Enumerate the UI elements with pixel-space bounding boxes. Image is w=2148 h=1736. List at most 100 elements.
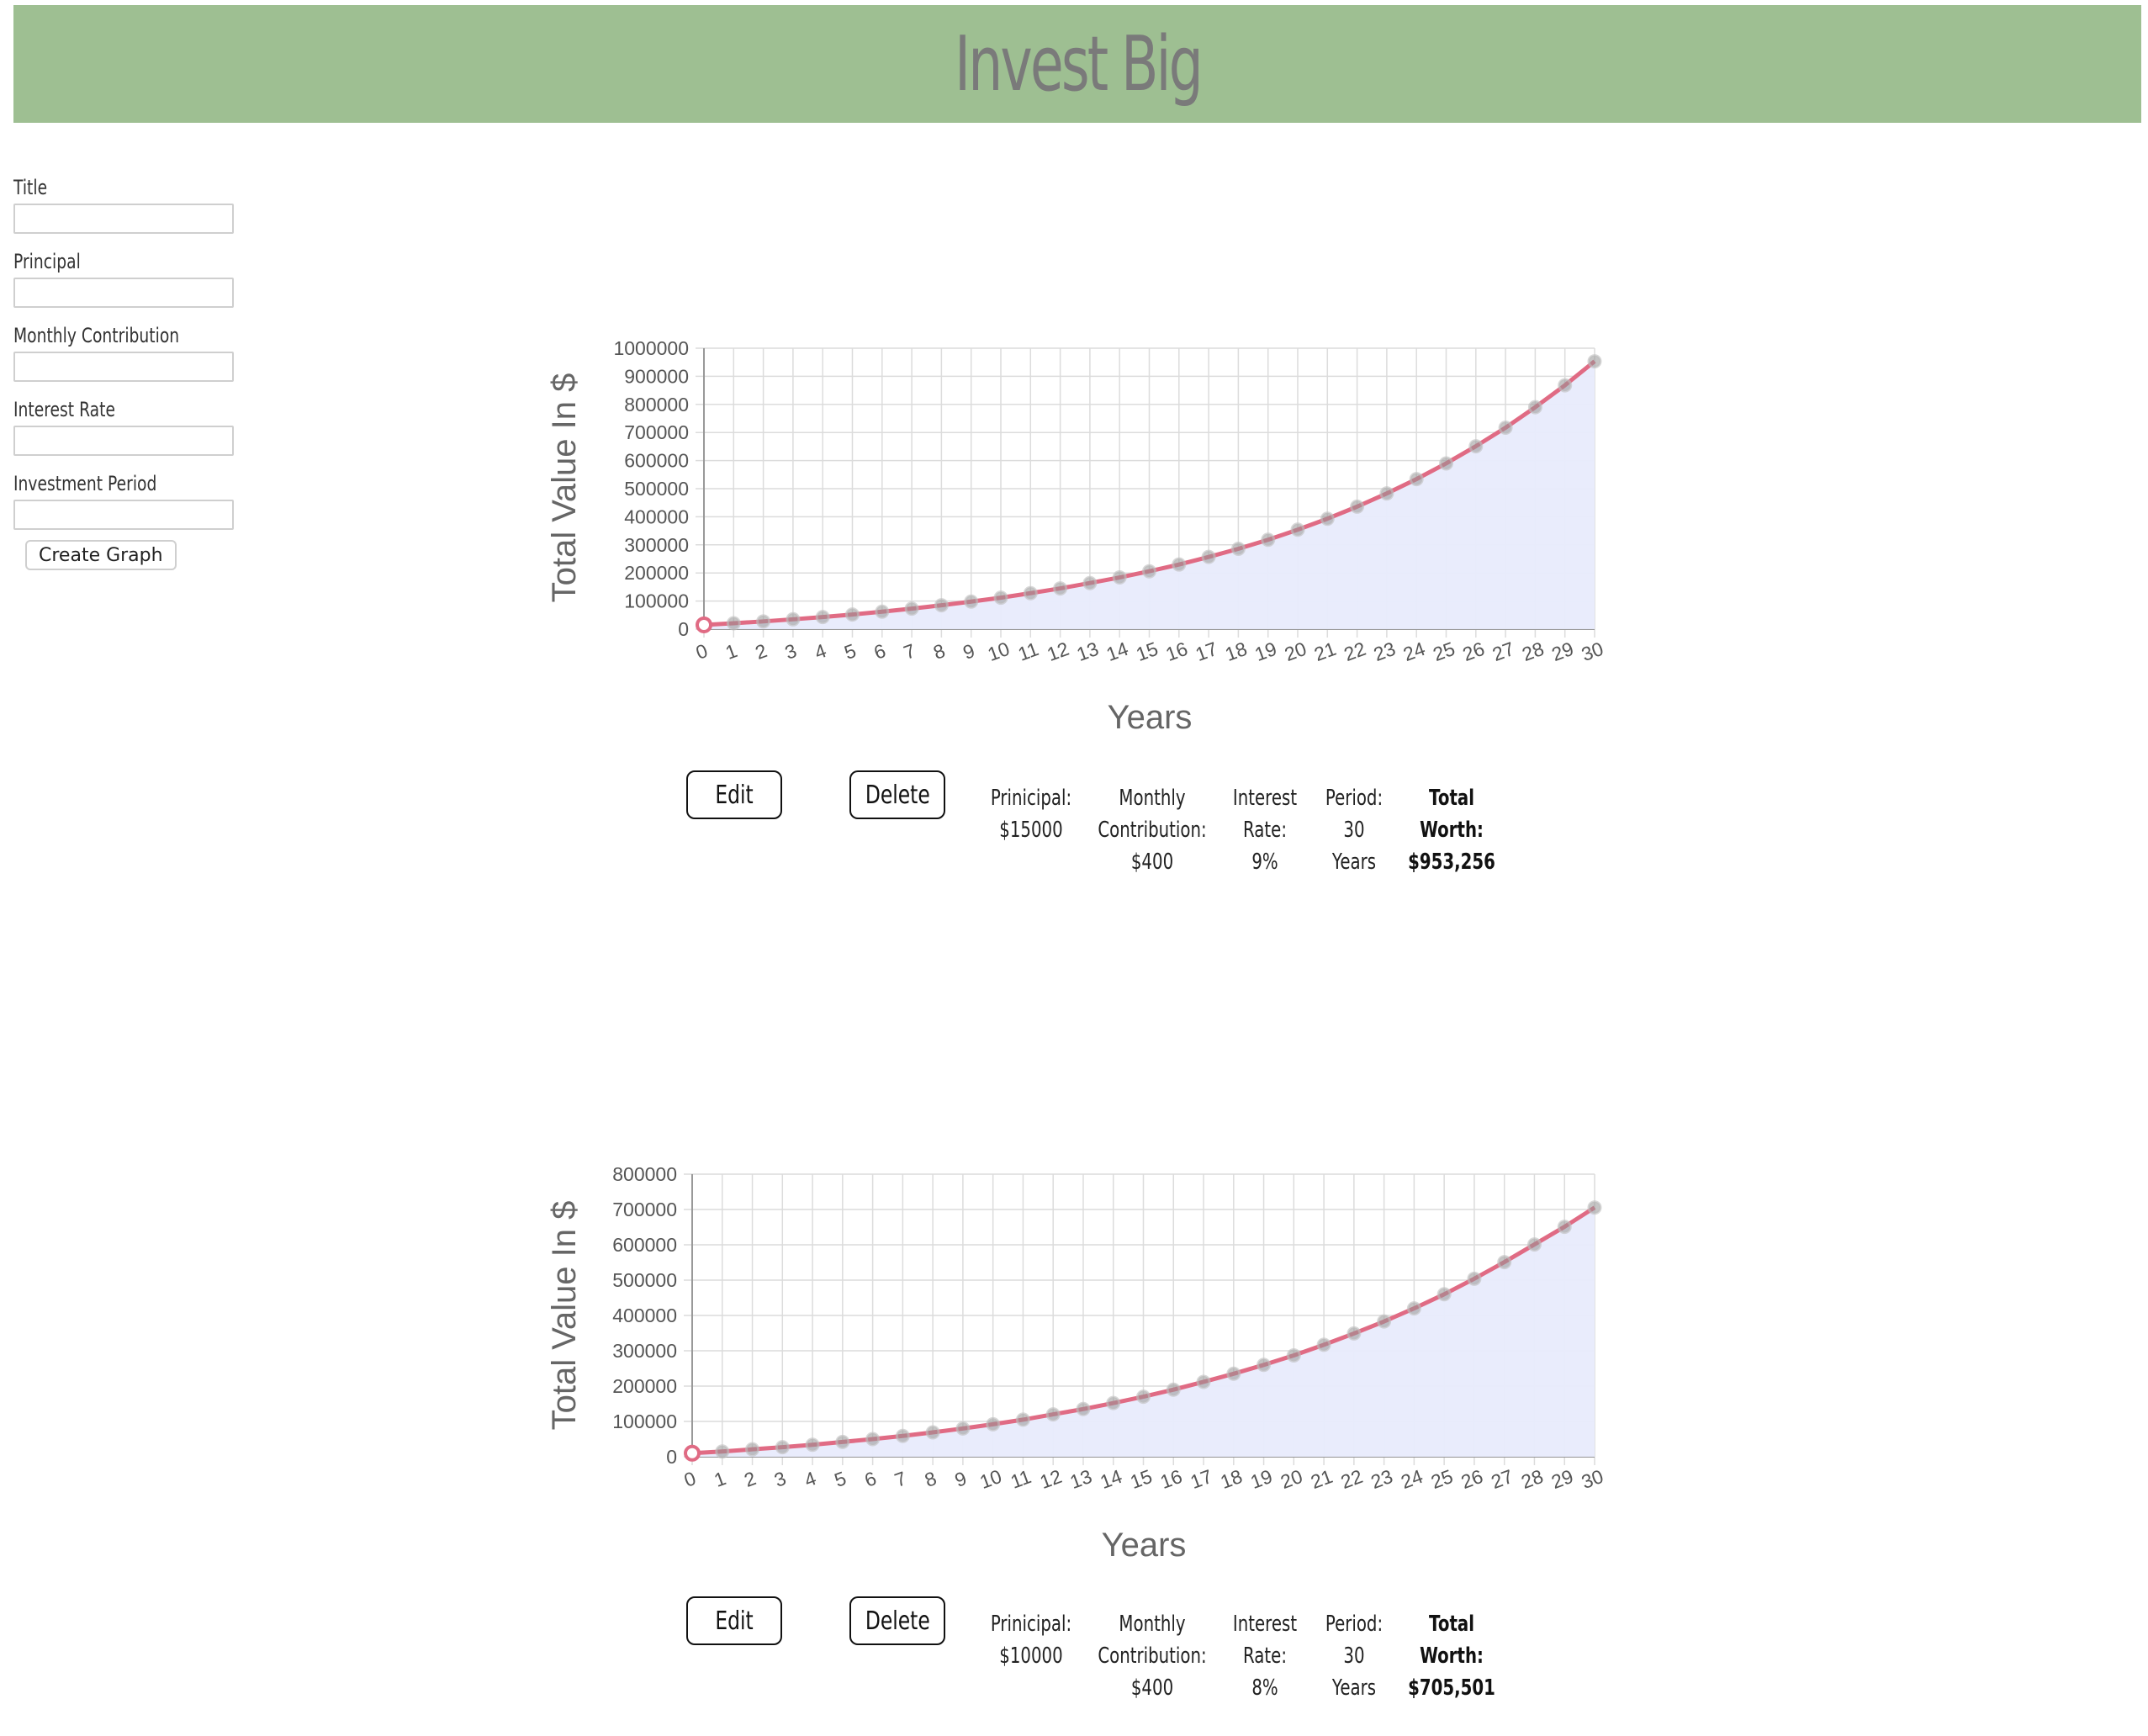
data-point[interactable] — [1196, 1374, 1211, 1389]
x-tick-label: 28 — [1519, 638, 1547, 665]
data-point[interactable] — [1406, 1301, 1421, 1316]
data-point[interactable] — [756, 614, 771, 629]
y-tick-label: 600000 — [612, 1234, 677, 1256]
data-point[interactable] — [1409, 472, 1424, 487]
data-point[interactable] — [1527, 400, 1542, 415]
data-point[interactable] — [1053, 581, 1068, 596]
x-tick-label: 22 — [1341, 638, 1368, 665]
data-point[interactable] — [1023, 585, 1038, 601]
principal-input[interactable] — [13, 278, 234, 308]
edit-button[interactable]: Edit — [686, 770, 782, 819]
data-point[interactable] — [1468, 439, 1484, 454]
data-point[interactable] — [1379, 486, 1394, 501]
monthly-contribution-input[interactable] — [13, 352, 234, 382]
data-point[interactable] — [1257, 1358, 1272, 1373]
data-point[interactable] — [993, 590, 1008, 606]
data-point[interactable] — [1346, 1326, 1362, 1341]
y-tick-label: 1000000 — [613, 337, 689, 359]
data-point[interactable] — [1439, 456, 1453, 471]
summary-column: Period: 30 Years — [1262, 1608, 1447, 1704]
data-point[interactable] — [1076, 1401, 1091, 1416]
data-point[interactable] — [805, 1437, 820, 1453]
y-tick-label: 700000 — [624, 421, 689, 443]
data-point[interactable] — [1261, 532, 1276, 548]
data-point[interactable] — [1350, 499, 1365, 514]
data-point[interactable] — [1320, 511, 1335, 527]
data-point[interactable] — [715, 1444, 730, 1459]
data-point[interactable] — [1045, 1407, 1061, 1422]
data-point[interactable] — [1436, 1287, 1452, 1302]
data-point[interactable] — [925, 1425, 940, 1440]
x-tick-label: 9 — [952, 1467, 970, 1491]
data-point[interactable] — [1587, 1200, 1602, 1215]
data-point[interactable] — [1290, 522, 1305, 537]
x-tick-label: 8 — [922, 1467, 939, 1491]
x-tick-label: 2 — [741, 1467, 759, 1491]
x-tick-label: 22 — [1338, 1465, 1366, 1493]
data-point[interactable] — [1587, 354, 1602, 369]
x-tick-label: 1 — [722, 639, 740, 664]
data-point[interactable] — [1106, 1395, 1121, 1410]
data-point[interactable] — [1226, 1366, 1241, 1381]
summary-line: Total — [1429, 786, 1474, 811]
data-point[interactable] — [1377, 1314, 1392, 1329]
data-point[interactable] — [1201, 549, 1216, 564]
interest-rate-input[interactable] — [13, 426, 234, 456]
delete-button[interactable]: Delete — [849, 1596, 945, 1645]
data-point[interactable] — [815, 610, 830, 625]
data-point[interactable] — [1230, 541, 1246, 556]
summary-line: Period: — [1325, 1612, 1384, 1637]
data-point[interactable] — [1142, 564, 1156, 579]
data-point[interactable] — [1557, 1220, 1572, 1235]
data-point[interactable] — [986, 1416, 1001, 1432]
data-point[interactable] — [696, 616, 712, 633]
data-point[interactable] — [1112, 570, 1127, 585]
summary-line: 30 — [1343, 1643, 1365, 1669]
x-tick-label: 5 — [832, 1467, 849, 1491]
data-point[interactable] — [726, 616, 741, 631]
data-point[interactable] — [684, 1444, 701, 1462]
data-point[interactable] — [1316, 1337, 1331, 1352]
data-point[interactable] — [875, 604, 890, 619]
x-tick-label: 25 — [1428, 1465, 1456, 1493]
title-input[interactable] — [13, 204, 234, 234]
data-point[interactable] — [1498, 421, 1513, 436]
data-point[interactable] — [1136, 1389, 1151, 1405]
data-point[interactable] — [1015, 1412, 1030, 1427]
data-point[interactable] — [835, 1434, 850, 1449]
summary-line: Monthly — [1119, 786, 1186, 811]
x-tick-label: 24 — [1398, 1465, 1426, 1493]
graph-card: 0 100000 200000 300000 400000 500000 600000 700… — [0, 841, 2148, 1733]
delete-button-label: Delete — [865, 780, 930, 810]
edit-button[interactable]: Edit — [686, 1596, 782, 1645]
data-point[interactable] — [1172, 557, 1187, 572]
investment-period-input[interactable] — [13, 500, 234, 530]
data-point[interactable] — [786, 611, 801, 627]
data-point[interactable] — [1497, 1255, 1512, 1270]
delete-button[interactable]: Delete — [849, 770, 945, 819]
title-label: Title — [13, 176, 48, 199]
data-point[interactable] — [1166, 1382, 1181, 1397]
x-tick-label: 29 — [1548, 638, 1576, 665]
create-graph-button[interactable]: Create Graph — [25, 540, 177, 570]
data-point[interactable] — [955, 1421, 971, 1436]
investment-period-label: Investment Period — [13, 472, 157, 495]
data-point[interactable] — [934, 598, 949, 613]
x-tick-label: 28 — [1518, 1465, 1546, 1493]
data-point[interactable] — [964, 594, 979, 609]
summary-column: Monthly Contribution: $400 — [1060, 1608, 1245, 1704]
data-point[interactable] — [1526, 1237, 1542, 1252]
data-point[interactable] — [1558, 378, 1573, 393]
data-point[interactable] — [865, 1432, 881, 1447]
data-point[interactable] — [895, 1428, 910, 1443]
data-point[interactable] — [775, 1440, 790, 1455]
data-point[interactable] — [904, 601, 919, 617]
data-point[interactable] — [745, 1442, 760, 1457]
data-point[interactable] — [845, 607, 860, 622]
data-point[interactable] — [1467, 1271, 1482, 1286]
x-tick-label: 3 — [771, 1467, 789, 1491]
data-point[interactable] — [1082, 575, 1098, 590]
summary-column: Total Worth: $953,256 — [1359, 782, 1544, 878]
x-tick-label: 17 — [1193, 638, 1220, 665]
data-point[interactable] — [1286, 1347, 1301, 1363]
